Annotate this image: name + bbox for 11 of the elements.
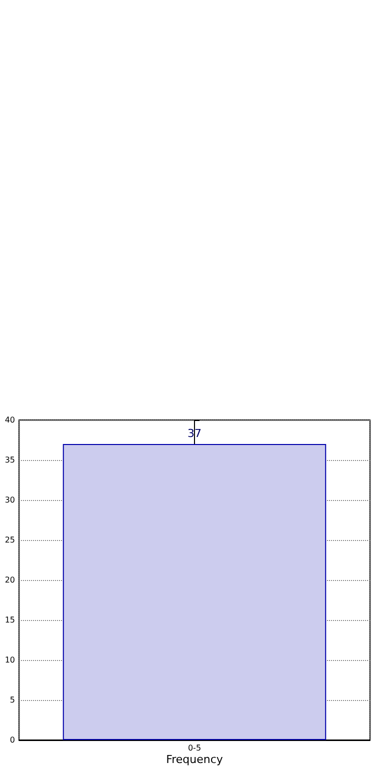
- y-tick-label: 35: [4, 456, 15, 464]
- x-axis-title: Frequency: [166, 753, 224, 766]
- y-tick-label: 30: [4, 496, 15, 504]
- y-tick-label: 10: [4, 656, 15, 664]
- y-tick-label: 20: [4, 576, 15, 584]
- y-tick-label: 5: [10, 696, 15, 704]
- y-tick-label: 40: [4, 416, 15, 424]
- y-tick-label: 0: [10, 736, 15, 744]
- x-tick-label: 0-5: [188, 744, 202, 752]
- y-tick-label: 15: [4, 616, 15, 624]
- y-tick-label: 25: [4, 536, 15, 544]
